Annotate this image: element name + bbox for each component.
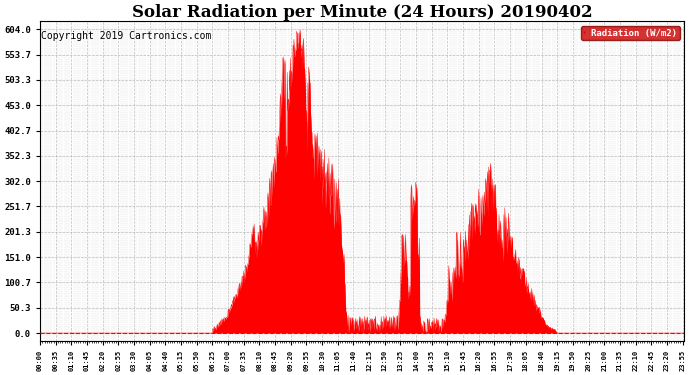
Title: Solar Radiation per Minute (24 Hours) 20190402: Solar Radiation per Minute (24 Hours) 20… — [132, 4, 593, 21]
Text: Copyright 2019 Cartronics.com: Copyright 2019 Cartronics.com — [41, 31, 211, 41]
Legend: Radiation (W/m2): Radiation (W/m2) — [581, 26, 680, 40]
